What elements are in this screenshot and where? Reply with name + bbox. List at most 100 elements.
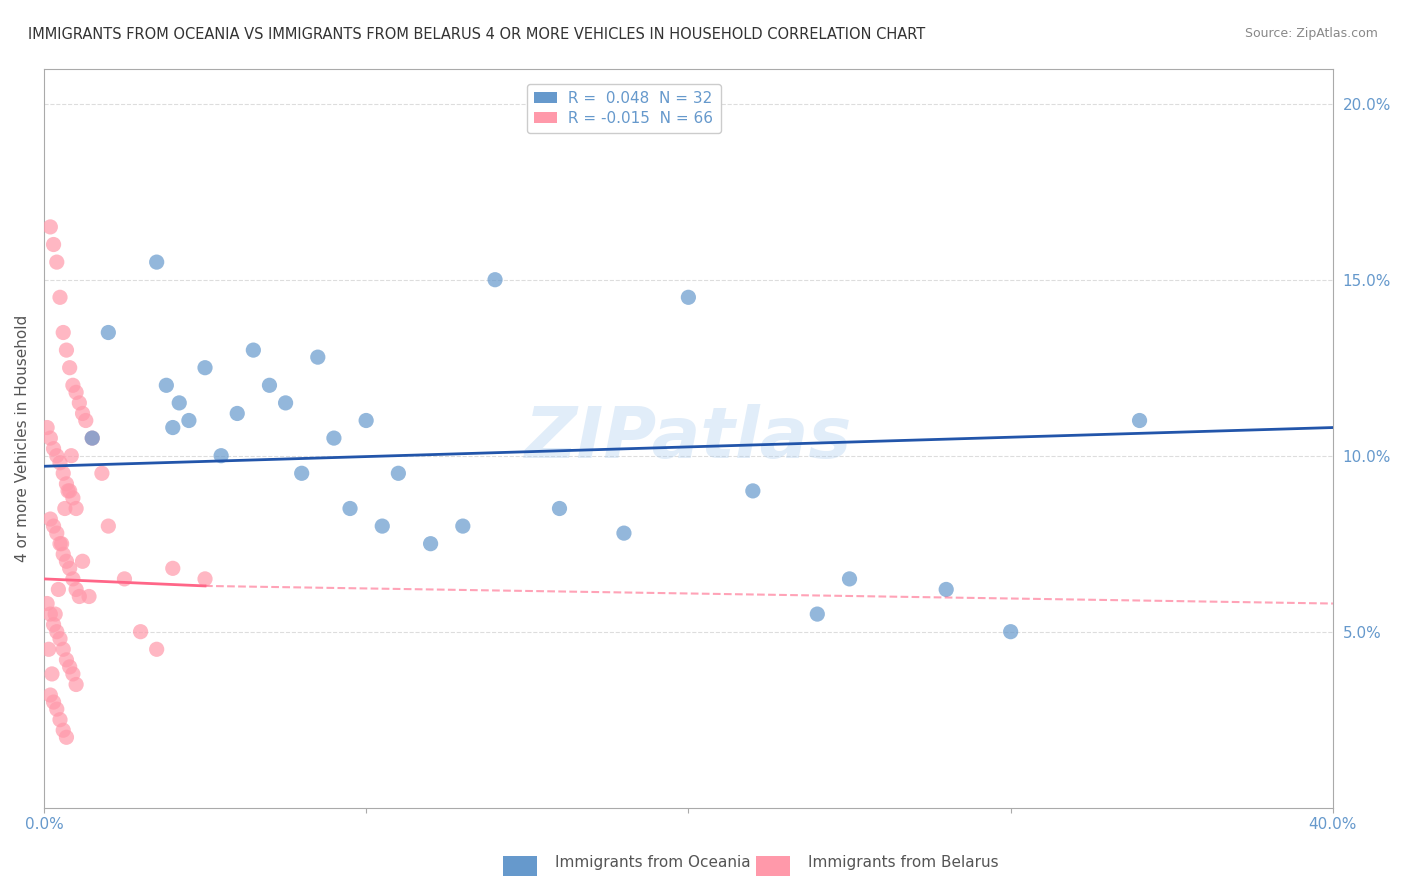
Point: [45, 449, 67, 463]
Point: [39, 688, 62, 702]
Point: [67, 396, 90, 410]
Point: [52, 642, 75, 657]
Point: [56, 483, 79, 498]
Point: [806, 607, 828, 621]
Point: [77, 590, 100, 604]
Point: [37, 420, 59, 434]
Point: [484, 273, 506, 287]
Point: [387, 467, 409, 481]
Point: [548, 501, 571, 516]
Point: [82, 431, 104, 445]
Point: [52, 467, 75, 481]
Point: [259, 378, 281, 392]
Point: [67, 590, 90, 604]
Text: ZIPatlas: ZIPatlas: [524, 403, 852, 473]
Point: [65, 582, 87, 597]
Point: [145, 642, 167, 657]
Point: [39, 431, 62, 445]
Point: [90, 467, 112, 481]
Point: [55, 476, 77, 491]
Point: [145, 255, 167, 269]
Point: [678, 290, 700, 304]
Point: [49, 290, 72, 304]
Point: [226, 407, 249, 421]
Point: [72, 554, 94, 568]
Point: [97, 519, 120, 533]
Point: [59, 483, 82, 498]
Point: [194, 360, 217, 375]
Point: [38, 642, 60, 657]
Point: [49, 537, 72, 551]
Point: [371, 519, 394, 533]
Point: [935, 582, 957, 597]
Point: [62, 667, 84, 681]
Point: [42, 695, 65, 709]
Point: [59, 660, 82, 674]
Point: [60, 449, 83, 463]
Point: [72, 407, 94, 421]
Point: [42, 442, 65, 456]
Point: [53, 501, 76, 516]
Point: [39, 512, 62, 526]
Point: [167, 396, 190, 410]
Point: [49, 713, 72, 727]
Point: [613, 526, 636, 541]
Point: [354, 413, 377, 427]
Point: [59, 561, 82, 575]
Point: [42, 617, 65, 632]
Point: [39, 607, 62, 621]
Point: [62, 572, 84, 586]
Point: [37, 597, 59, 611]
Point: [49, 456, 72, 470]
Point: [59, 360, 82, 375]
Point: [44, 607, 66, 621]
Point: [62, 491, 84, 505]
Point: [155, 378, 177, 392]
Point: [65, 677, 87, 691]
Point: [177, 413, 200, 427]
Point: [45, 702, 67, 716]
Point: [65, 385, 87, 400]
Point: [838, 572, 860, 586]
Point: [82, 431, 104, 445]
Point: [1000, 624, 1022, 639]
Point: [65, 501, 87, 516]
Legend:  R =  0.048  N = 32,  R = -0.015  N = 66: R = 0.048 N = 32, R = -0.015 N = 66: [527, 84, 721, 134]
Point: [419, 537, 441, 551]
Point: [209, 449, 232, 463]
Point: [52, 326, 75, 340]
Point: [45, 624, 67, 639]
Point: [114, 572, 136, 586]
Point: [242, 343, 264, 357]
Point: [48, 582, 70, 597]
Point: [41, 667, 63, 681]
Point: [52, 723, 75, 738]
Point: [52, 547, 75, 561]
Point: [62, 378, 84, 392]
Point: [1128, 413, 1150, 427]
Point: [162, 420, 184, 434]
Point: [55, 343, 77, 357]
Point: [51, 537, 73, 551]
Text: Immigrants from Belarus: Immigrants from Belarus: [808, 855, 1000, 870]
Y-axis label: 4 or more Vehicles in Household: 4 or more Vehicles in Household: [15, 315, 30, 562]
Point: [322, 431, 344, 445]
Point: [291, 467, 314, 481]
Point: [129, 624, 152, 639]
Point: [45, 526, 67, 541]
Point: [97, 326, 120, 340]
Text: Source: ZipAtlas.com: Source: ZipAtlas.com: [1244, 27, 1378, 40]
Point: [42, 237, 65, 252]
Point: [55, 554, 77, 568]
Point: [339, 501, 361, 516]
Point: [75, 413, 97, 427]
Point: [55, 653, 77, 667]
Point: [307, 350, 329, 364]
Point: [55, 731, 77, 745]
Text: Immigrants from Oceania: Immigrants from Oceania: [555, 855, 751, 870]
Text: IMMIGRANTS FROM OCEANIA VS IMMIGRANTS FROM BELARUS 4 OR MORE VEHICLES IN HOUSEHO: IMMIGRANTS FROM OCEANIA VS IMMIGRANTS FR…: [28, 27, 925, 42]
Point: [162, 561, 184, 575]
Point: [49, 632, 72, 646]
Point: [39, 219, 62, 234]
Point: [194, 572, 217, 586]
